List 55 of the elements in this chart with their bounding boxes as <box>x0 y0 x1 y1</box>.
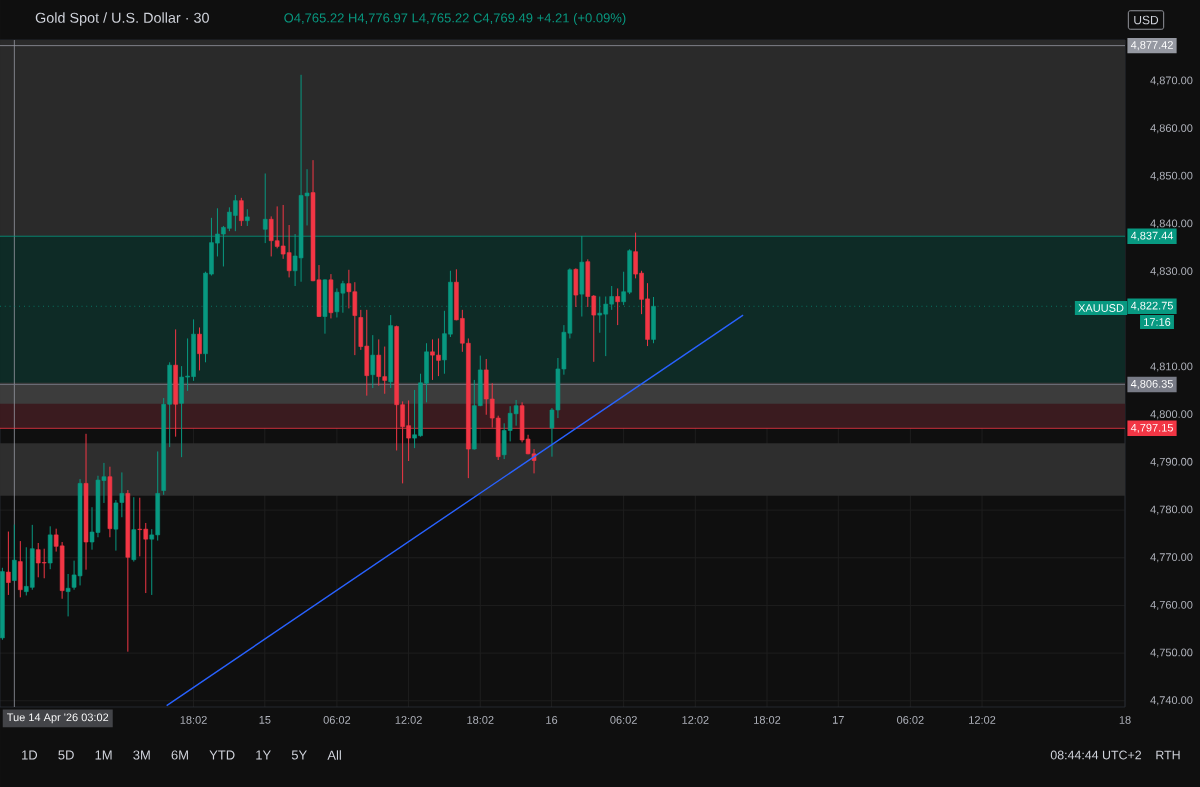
text: 5Y <box>291 750 307 760</box>
text: 6M <box>171 750 188 760</box>
ref-line-label: 4,877.42 <box>1130 41 1173 51</box>
chart-title: Gold Spot / U.S. Dollar · 30 <box>35 12 209 26</box>
x-tick-label: 06:02 <box>610 716 637 724</box>
ref-line-label: 4,822.75 <box>1130 301 1173 311</box>
y-tick-label: 4,810.00 <box>1150 362 1193 372</box>
text: All <box>327 750 341 760</box>
y-tick-label: 4,850.00 <box>1150 171 1193 181</box>
y-tick-label: 4,780.00 <box>1150 505 1193 515</box>
y-tick-label: 4,790.00 <box>1150 457 1193 467</box>
y-tick-label: 4,760.00 <box>1150 600 1193 610</box>
candlestick <box>370 334 376 389</box>
candlestick <box>65 573 71 617</box>
candlestick <box>12 524 17 582</box>
candlestick <box>197 326 202 371</box>
text: 1M <box>95 750 112 760</box>
annotation: XAUUSD <box>1078 304 1124 312</box>
chart-subtitle: O4,765.22 H4,776.97 L4,765.22 C4,769.49 +4.21 (+0.09%) <box>284 12 626 26</box>
x-tick-label: 12:02 <box>395 716 422 724</box>
text: YTD <box>209 750 235 760</box>
candlestick <box>615 287 620 326</box>
ref-line-label: Tue 14 Apr '26 03:02 <box>7 713 109 724</box>
y-tick-label: 4,830.00 <box>1150 267 1193 277</box>
x-tick-label: 12:02 <box>682 716 709 724</box>
candlestick <box>6 531 11 596</box>
x-tick-label: 18 <box>1119 716 1131 724</box>
x-tick-label: 17 <box>833 716 844 724</box>
y-tick-label: 4,750.00 <box>1150 648 1193 658</box>
x-tick-label: 15 <box>259 716 271 724</box>
y-tick-label: 4,770.00 <box>1150 553 1193 563</box>
text: USD <box>1134 15 1159 25</box>
candlestick <box>239 197 244 227</box>
x-tick-label: 06:02 <box>897 716 924 724</box>
x-tick-label: 16 <box>546 716 558 724</box>
text: 17:16 <box>1144 318 1171 326</box>
ref-line-label: 4,837.44 <box>1130 231 1174 241</box>
x-tick-label: 18:02 <box>467 716 494 724</box>
y-tick-label: 4,840.00 <box>1150 219 1193 229</box>
ref-line-label: 4,797.15 <box>1130 423 1173 433</box>
y-tick-label: 4,870.00 <box>1150 76 1193 86</box>
text: 3M <box>133 750 150 760</box>
text: 5D <box>58 750 74 760</box>
y-tick-label: 4,800.00 <box>1150 410 1193 420</box>
x-tick-label: 18:02 <box>754 716 781 724</box>
y-tick-label: 4,740.00 <box>1150 696 1193 706</box>
text: 1D <box>22 750 38 760</box>
text: RTH <box>1156 750 1180 760</box>
x-tick-label: 06:02 <box>323 716 351 724</box>
y-tick-label: 4,860.00 <box>1150 124 1193 134</box>
x-tick-label: 18:02 <box>180 716 207 724</box>
x-tick-label: 12:02 <box>969 716 996 724</box>
text: 08:44:44 UTC+2 <box>1050 750 1142 760</box>
ref-line-label: 4,806.35 <box>1130 379 1173 390</box>
text: 1Y <box>256 750 271 760</box>
